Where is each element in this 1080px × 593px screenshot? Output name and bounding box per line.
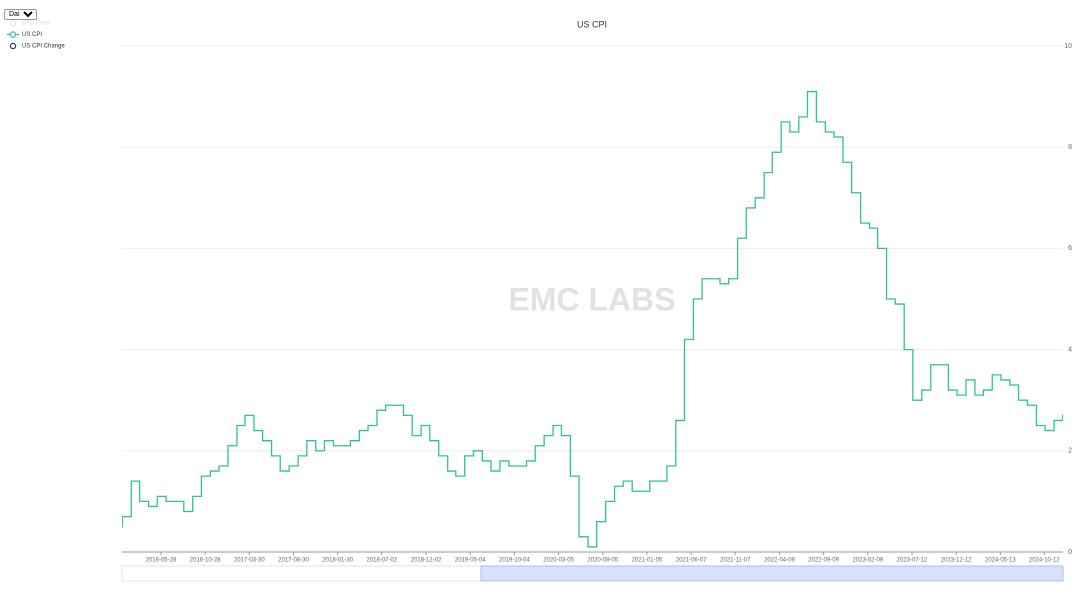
legend-label: BTC Price (22, 21, 50, 27)
legend-label: US CPI Change (22, 44, 65, 50)
interval-select[interactable]: Daily (4, 9, 37, 20)
legend-item[interactable]: US CPI Change (9, 42, 65, 50)
x-tick-label: 2021-06-07 (676, 558, 707, 564)
x-tick-label: 2019-10-04 (499, 558, 530, 564)
x-tick-label: 2017-03-30 (234, 558, 265, 564)
x-tick-label: 2020-03-05 (543, 558, 574, 564)
chart-title: US CPI (577, 19, 607, 29)
legend-item[interactable]: BTC Price (9, 19, 50, 27)
legend-label: US CPI (22, 32, 42, 38)
x-tick-label: 2023-12-12 (941, 558, 972, 564)
y-tick-label: 2 (1068, 448, 1072, 455)
legend-symbol (9, 19, 17, 27)
legend-symbol (9, 31, 17, 38)
y-tick-label: 8 (1068, 144, 1072, 151)
x-tick-label: 2016-10-28 (190, 558, 221, 564)
x-tick-label: 2020-08-05 (587, 558, 618, 564)
y-tick-label: 6 (1068, 245, 1072, 252)
zoom-window[interactable] (480, 565, 1064, 582)
x-tick-label: 2016-05-28 (146, 558, 177, 564)
x-tick-label: 2022-09-09 (808, 558, 839, 564)
x-tick-label: 2024-10-12 (1029, 558, 1060, 564)
x-tick-label: 2024-05-13 (985, 558, 1016, 564)
x-tick-label: 2023-02-09 (852, 558, 883, 564)
x-tick-label: 2017-08-30 (278, 558, 309, 564)
watermark: EMC LABS (508, 281, 675, 317)
x-tick-label: 2023-07-12 (897, 558, 928, 564)
cpi-line (122, 90, 1063, 548)
legend-symbol (9, 42, 17, 50)
x-tick-label: 2019-05-04 (455, 558, 486, 564)
x-tick-label: 2018-01-30 (322, 558, 353, 564)
y-tick-label: 0 (1068, 549, 1072, 556)
x-tick-label: 2022-04-09 (764, 558, 795, 564)
x-tick-label: 2021-01-05 (632, 558, 663, 564)
x-tick-label: 2018-07-02 (367, 558, 398, 564)
legend-item[interactable]: US CPI (7, 31, 42, 38)
x-tick-label: 2018-12-02 (411, 558, 442, 564)
y-tick-label: 10 (1064, 43, 1072, 50)
y-tick-label: 4 (1068, 346, 1072, 353)
x-tick-label: 2021-11-07 (720, 558, 751, 564)
